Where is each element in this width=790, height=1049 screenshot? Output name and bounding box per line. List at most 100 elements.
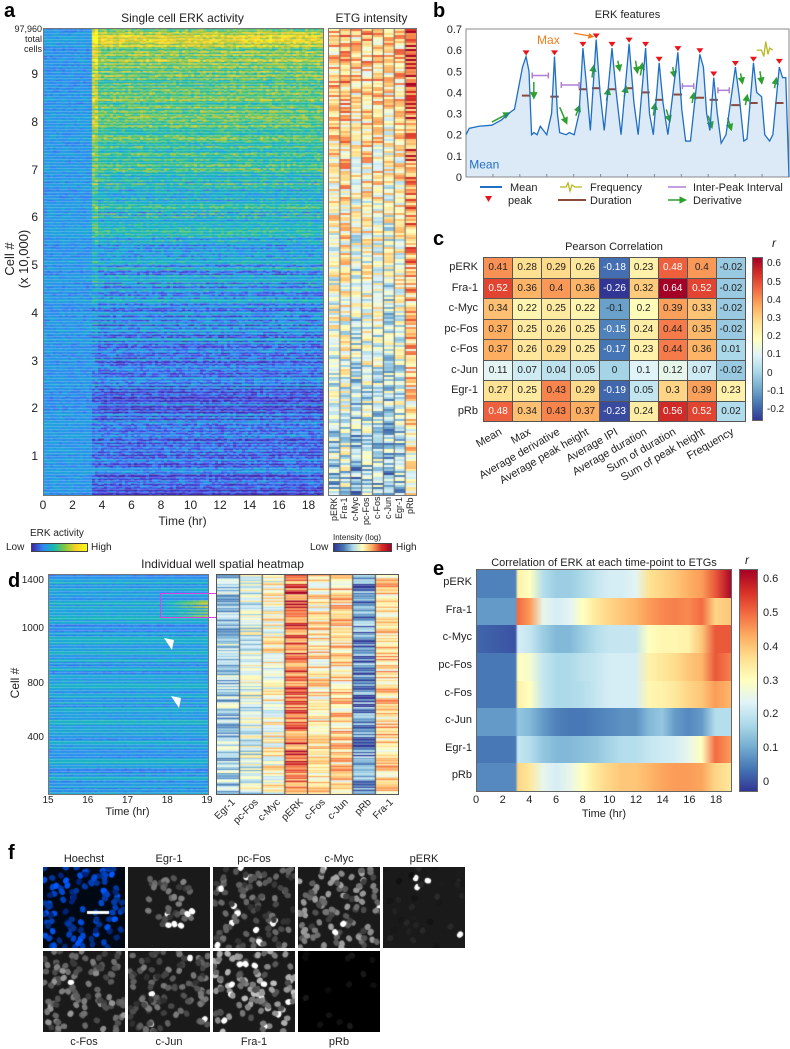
stain-image <box>128 951 210 1032</box>
panel-label-b: b <box>433 0 446 22</box>
mean-trace-line <box>465 39 790 178</box>
total-cells-label: 97,960 total cells <box>2 24 42 54</box>
pearson-cell: 0.23 <box>715 380 746 402</box>
derivative-arrow <box>664 109 672 123</box>
arrowhead-icon <box>164 638 174 650</box>
c-row-label: Egr-1 <box>451 384 478 396</box>
pearson-cell: 0.36 <box>686 339 717 361</box>
erk-colorbar <box>31 543 88 552</box>
pearson-cell: 0.26 <box>512 339 543 361</box>
pearson-cell: 0.05 <box>570 359 601 381</box>
pearson-cell: 0.32 <box>628 277 659 299</box>
c-row-label: c-Jun <box>451 363 478 376</box>
pearson-cell: 0.39 <box>657 298 688 320</box>
pearson-cell: 0.07 <box>512 359 543 381</box>
c-colorbar-tick: 0.3 <box>767 312 781 324</box>
derivative-arrow <box>573 104 581 116</box>
pearson-heatmap: 0.41 0.28 0.29 0.26 -0.18 0.23 0.48 0.4 -0.02 0.5… <box>483 257 746 422</box>
f-bottom-label: pRb <box>328 1036 350 1048</box>
peak-marker <box>551 50 559 56</box>
pearson-cell: 0.48 <box>483 400 514 422</box>
a-ytick-label: 6 <box>31 210 38 225</box>
derivative-arrow <box>742 93 750 106</box>
derivative-arrow <box>637 61 646 76</box>
panel-label-d: d <box>8 570 21 592</box>
e-row-label: Egr-1 <box>445 741 472 754</box>
derivative-arrow <box>689 91 697 104</box>
ipi-marker <box>560 82 580 89</box>
d-xtick-label: 16 <box>82 795 94 806</box>
etg-column-label: pERK <box>328 497 339 521</box>
derivative-arrow <box>669 66 678 79</box>
ipi-marker <box>531 72 550 79</box>
e-xtick-label: 12 <box>629 794 643 806</box>
c-row-label: pERK <box>449 261 478 273</box>
c-row-label: c-Fos <box>450 343 479 355</box>
stain-image <box>213 951 295 1032</box>
peak-marker <box>731 60 739 66</box>
peak-marker <box>625 37 633 43</box>
pearson-cell: 0.29 <box>541 339 572 361</box>
f-top-label: Egr-1 <box>155 853 183 865</box>
e-colorbar-tick: 0.4 <box>763 640 779 653</box>
derivative-arrow <box>614 60 623 73</box>
d-ytick-label: 1000 <box>21 623 44 634</box>
f-bottom-label: c-Fos <box>70 1036 98 1048</box>
b-ytick-label: 0.7 <box>447 24 462 36</box>
peak-marker <box>642 41 650 47</box>
a-ytick-label: 1 <box>31 449 38 463</box>
a-xtick-label: 2 <box>69 498 76 512</box>
etg-intensity-heatmap <box>328 28 417 496</box>
e-row-label: pc-Fos <box>438 658 472 671</box>
derivative-arrow <box>771 76 779 89</box>
derivative-arrow <box>558 106 568 125</box>
pearson-cell: 0.43 <box>541 400 572 422</box>
e-xtick-label: 10 <box>603 794 616 806</box>
erk-colorbar-high: High <box>91 542 112 553</box>
e-xtick-label: 0 <box>472 794 480 806</box>
pearson-cell: 0.52 <box>483 277 514 299</box>
b-ytick-label: 0.2 <box>447 130 462 142</box>
c-row-label: Fra-1 <box>451 281 478 294</box>
b-ytick-label: 0.3 <box>447 109 462 121</box>
c-colorbar-tick: 0.2 <box>767 331 781 343</box>
a-xtick-label: 14 <box>242 498 257 512</box>
b-title: ERK features <box>595 10 661 21</box>
peak-marker <box>592 33 600 39</box>
e-colorbar-tick: 0.2 <box>763 708 779 721</box>
peak-marker <box>522 50 530 56</box>
c-colorbar-tick: 0.6 <box>767 258 781 270</box>
a-xtick-label: 12 <box>213 498 227 512</box>
e-row-label: c-Fos <box>444 686 473 699</box>
pearson-cell: -0.18 <box>599 257 630 279</box>
pearson-cell: -0.26 <box>599 277 630 299</box>
legend-peak-swatch <box>485 196 492 202</box>
panel-label-a: a <box>4 0 16 22</box>
pearson-cell: -0.02 <box>715 277 746 299</box>
pearson-cell: 0.36 <box>570 277 601 299</box>
derivative-arrow <box>650 102 658 116</box>
e-colorbar-label: r <box>745 553 749 567</box>
peak-marker <box>655 56 663 62</box>
pearson-cell: 0.27 <box>483 380 514 402</box>
pearson-cell: 0.25 <box>541 298 572 320</box>
a-ytick-label: 7 <box>31 162 38 177</box>
timepoint-correlation-heatmap <box>476 569 732 792</box>
e-xtick-label: 6 <box>552 794 560 806</box>
pearson-cell: -0.02 <box>715 257 746 279</box>
stain-image <box>213 867 295 948</box>
pearson-cell: -0.19 <box>599 380 630 402</box>
d-xlabel: Time (hr) <box>105 806 150 818</box>
pearson-cell: 0.26 <box>570 257 601 279</box>
e-heatmap-row-Egr-1 <box>477 735 731 764</box>
pearson-cell: 0.22 <box>512 298 543 320</box>
pearson-cell: -0.15 <box>599 318 630 340</box>
pearson-cell: 0.37 <box>570 400 601 422</box>
c-row-label: pRb <box>457 404 478 417</box>
b-ytick-label: 0.5 <box>447 66 462 78</box>
pearson-cell: 0.52 <box>686 400 717 422</box>
pearson-cell: 0.44 <box>657 318 688 340</box>
pearson-cell: 0.34 <box>512 400 543 422</box>
c-colorbar-tick: 0.4 <box>767 294 781 306</box>
pearson-cell: 0.35 <box>686 318 717 340</box>
